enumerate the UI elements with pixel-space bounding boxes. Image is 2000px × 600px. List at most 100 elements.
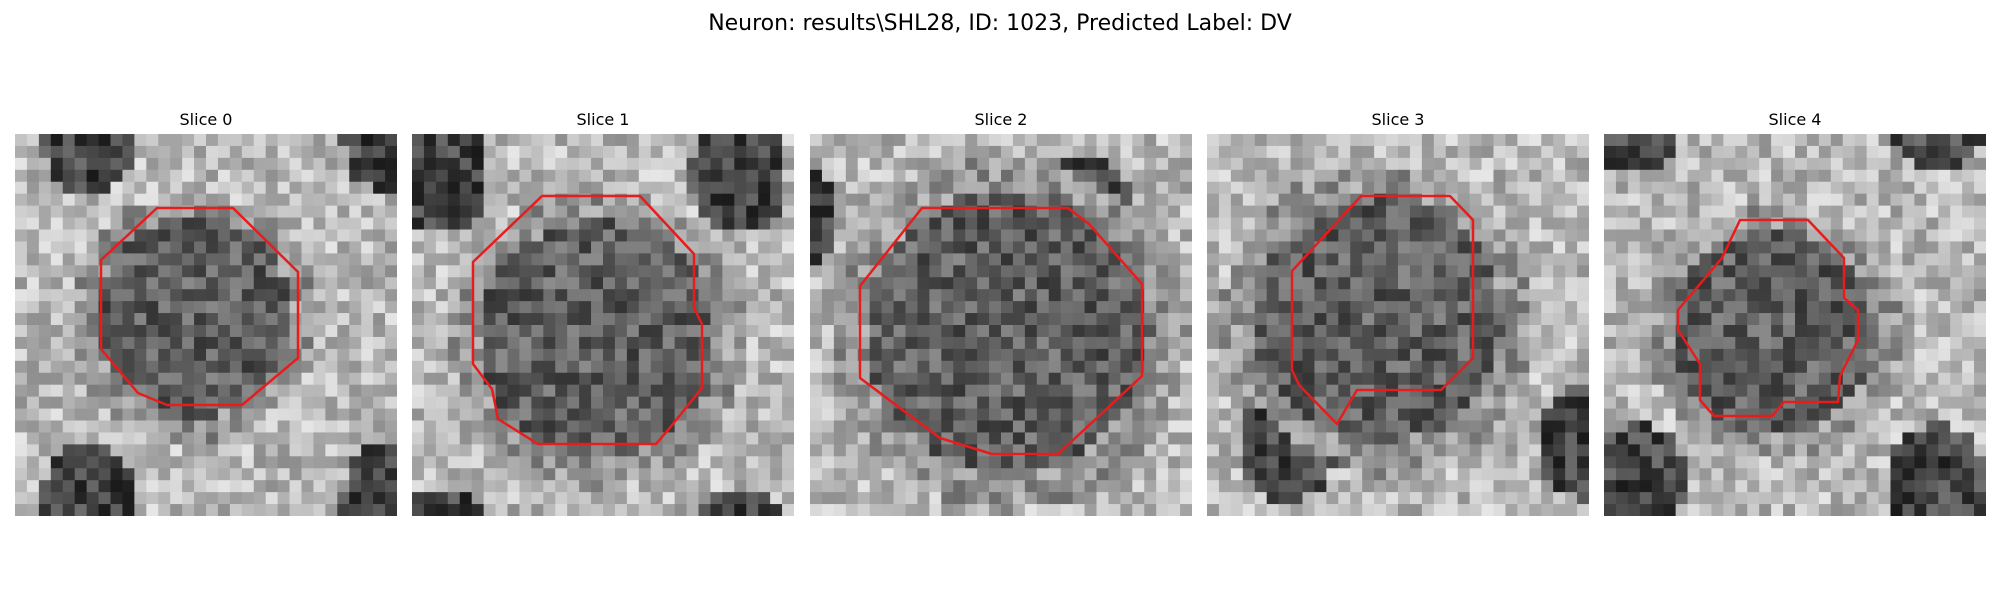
image-pixel [1747, 432, 1760, 445]
image-pixel [1747, 372, 1760, 386]
image-pixel [1350, 456, 1363, 469]
image-pixel [1950, 253, 1963, 266]
image-pixel [614, 480, 628, 493]
image-pixel [579, 289, 592, 302]
image-pixel [229, 289, 243, 302]
image-pixel [1517, 468, 1530, 481]
image-pixel [1120, 456, 1133, 469]
image-pixel [325, 468, 338, 481]
image-pixel [770, 193, 783, 207]
image-pixel [1517, 313, 1530, 326]
image-pixel [325, 193, 338, 207]
image-pixel [1326, 181, 1339, 195]
image-pixel [543, 396, 556, 409]
image-pixel [1830, 265, 1844, 278]
image-pixel [1096, 217, 1109, 230]
image-pixel [638, 456, 652, 469]
image-pixel [1144, 468, 1157, 481]
image-pixel [614, 325, 628, 338]
image-pixel [650, 336, 664, 350]
image-pixel [734, 253, 747, 266]
image-pixel [881, 241, 894, 254]
image-pixel [1180, 408, 1192, 421]
image-pixel [1830, 360, 1844, 374]
image-pixel [650, 265, 664, 278]
image-pixel [158, 360, 171, 374]
image-pixel [722, 468, 735, 481]
image-pixel [1711, 432, 1724, 445]
slice-title: Slice 2 [974, 110, 1028, 129]
image-pixel [1242, 193, 1256, 207]
image-pixel [1783, 313, 1796, 326]
image-pixel [373, 408, 386, 421]
image-pixel [313, 241, 326, 254]
image-pixel [1723, 420, 1736, 433]
image-pixel [698, 229, 711, 242]
image-pixel [710, 265, 723, 278]
image-pixel [98, 480, 111, 493]
image-pixel [1278, 432, 1291, 445]
image-pixel [1639, 229, 1653, 242]
image-pixel [1230, 408, 1244, 421]
image-pixel [821, 217, 835, 230]
image-pixel [869, 420, 883, 433]
image-pixel [1144, 348, 1157, 362]
image-pixel [1699, 348, 1712, 362]
image-pixel [1541, 217, 1554, 230]
image-pixel [543, 205, 556, 218]
image-pixel [1338, 229, 1351, 242]
image-pixel [1759, 265, 1772, 278]
image-pixel [1974, 241, 1986, 254]
image-pixel [38, 229, 52, 242]
image-pixel [1469, 468, 1482, 481]
image-pixel [1902, 408, 1915, 421]
image-pixel [423, 444, 437, 457]
image-pixel [710, 157, 723, 171]
image-pixel [845, 492, 859, 505]
image-pixel [1266, 289, 1280, 302]
image-pixel [373, 336, 386, 350]
image-pixel [1615, 360, 1629, 374]
image-pixel [591, 456, 604, 469]
image-pixel [1639, 265, 1653, 278]
image-pixel [1230, 145, 1244, 159]
image-pixel [941, 277, 954, 290]
image-pixel [857, 396, 871, 409]
image-pixel [1060, 420, 1074, 433]
image-pixel [206, 193, 219, 207]
image-pixel [833, 253, 847, 266]
image-pixel [277, 217, 290, 230]
image-pixel [1012, 289, 1026, 302]
image-pixel [782, 384, 794, 398]
image-pixel [435, 157, 449, 171]
image-pixel [1663, 157, 1677, 171]
image-pixel [614, 301, 628, 314]
image-pixel [301, 145, 314, 159]
image-pixel [905, 336, 918, 350]
image-pixel [1445, 145, 1459, 159]
image-pixel [459, 348, 473, 362]
image-pixel [206, 253, 219, 266]
image-pixel [1084, 456, 1097, 469]
image-pixel [1854, 432, 1868, 445]
image-pixel [1024, 253, 1038, 266]
image-pixels [412, 134, 794, 516]
image-pixel [170, 420, 183, 433]
image-pixel [206, 217, 219, 230]
image-pixel [1493, 145, 1506, 159]
image-pixel [1290, 468, 1303, 481]
image-pixel [1577, 301, 1589, 314]
image-pixel [1278, 372, 1291, 386]
image-pixel [134, 420, 147, 433]
image-pixel [301, 360, 314, 374]
image-pixel [1818, 157, 1832, 171]
image-pixel [1218, 277, 1232, 290]
image-pixel [1433, 468, 1447, 481]
image-pixel [1878, 253, 1891, 266]
image-pixel [1553, 408, 1566, 421]
image-pixel [349, 504, 362, 516]
image-pixel [1651, 313, 1665, 326]
image-pixel [1168, 313, 1181, 326]
image-pixel [857, 492, 871, 505]
image-pixel [62, 492, 76, 505]
